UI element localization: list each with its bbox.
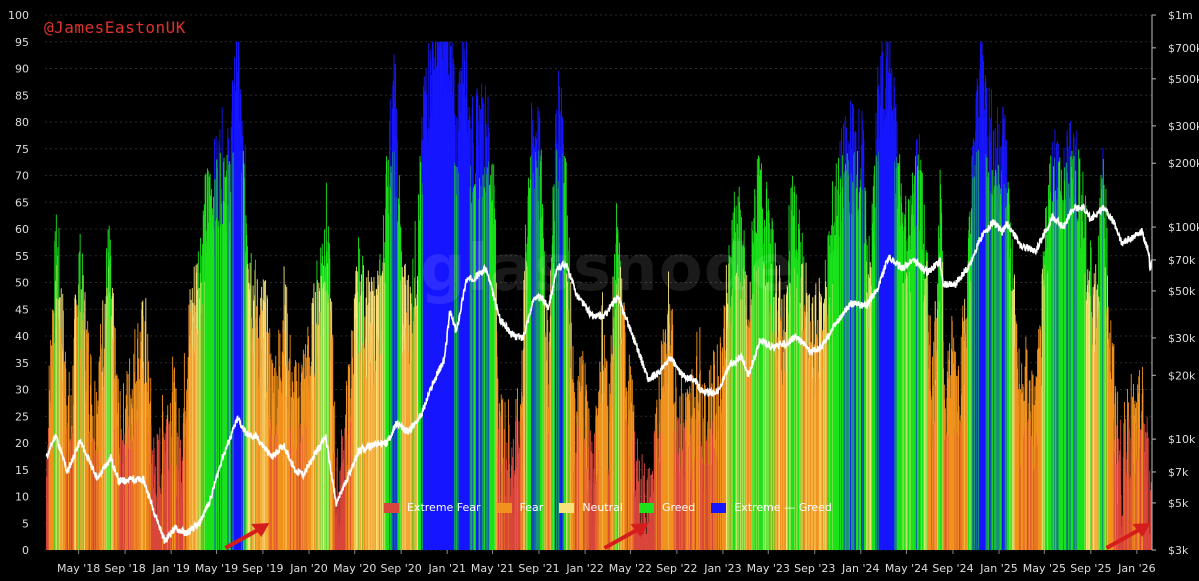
x-tick-label: Sep '25: [1070, 562, 1111, 575]
arrow-head: [1132, 523, 1151, 537]
y-right-tick-label: $1m: [1168, 9, 1193, 22]
y-right-tick-label: $3k: [1168, 544, 1189, 557]
x-tick-label: Sep '18: [104, 562, 145, 575]
price-line-group: [45, 203, 1153, 544]
arrow-shaft: [224, 526, 263, 550]
y-left-tick-label: 40: [15, 330, 29, 343]
arrow-shaft: [1105, 526, 1144, 550]
x-tick-label: May '25: [1023, 562, 1066, 575]
y-left-tick-label: 75: [15, 143, 29, 156]
y-left-tick-label: 25: [15, 410, 29, 423]
fear-greed-bars: [46, 41, 1153, 550]
y-right-tick-label: $20k: [1168, 369, 1196, 382]
x-tick-label: May '24: [885, 562, 928, 575]
x-tick-label: May '22: [609, 562, 652, 575]
x-tick-label: Jan '26: [1117, 562, 1155, 575]
y-left-tick-label: 60: [15, 223, 29, 236]
y-left-tick-label: 80: [15, 116, 29, 129]
legend-label-fear: Fear: [519, 501, 544, 514]
y-left-tick-label: 15: [15, 464, 29, 477]
x-tick-label: Jan '22: [565, 562, 603, 575]
x-tick-label: Jan '19: [151, 562, 189, 575]
y-right-tick-label: $5k: [1168, 497, 1189, 510]
y-right-tick-label: $50k: [1168, 285, 1196, 298]
legend-item-extreme-fear[interactable]: Extreme Fear: [384, 501, 481, 514]
y-right-tick-label: $30k: [1168, 332, 1196, 345]
y-right-tick-label: $200k: [1168, 157, 1199, 170]
annotation-arrows: [224, 523, 1151, 550]
chart-legend: Extreme Fear Fear Neutral Greed Extreme …: [384, 501, 848, 514]
x-tick-label: Sep '19: [242, 562, 283, 575]
arrow-head: [251, 523, 270, 537]
glassnode-watermark: glassnode: [420, 232, 795, 306]
x-tick-label: Jan '23: [703, 562, 741, 575]
legend-item-greed[interactable]: Greed: [638, 501, 696, 514]
price-line: [45, 203, 1153, 544]
y-right-tick-label: $10k: [1168, 433, 1196, 446]
y-left-tick-label: 55: [15, 250, 29, 263]
legend-item-fear[interactable]: Fear: [496, 501, 544, 514]
y-right-tick-label: $700k: [1168, 42, 1199, 55]
arrow-head: [630, 523, 649, 537]
x-tick-label: May '23: [747, 562, 790, 575]
x-tick-label: Sep '23: [794, 562, 835, 575]
x-tick-label: Jan '24: [841, 562, 879, 575]
legend-label-neutral: Neutral: [582, 501, 623, 514]
legend-swatch-extreme-greed: [711, 502, 727, 513]
y-left-tick-label: 20: [15, 437, 29, 450]
y-left-tick-label: 35: [15, 357, 29, 370]
x-tick-label: May '18: [57, 562, 100, 575]
y-left-tick-label: 65: [15, 196, 29, 209]
x-tick-label: Sep '22: [656, 562, 697, 575]
x-tick-label: Jan '20: [289, 562, 327, 575]
x-tick-label: Sep '20: [381, 562, 422, 575]
legend-swatch-greed: [638, 502, 654, 513]
legend-swatch-fear: [496, 502, 512, 513]
x-tick-label: Jan '21: [427, 562, 465, 575]
author-handle: @JamesEastonUK: [44, 18, 186, 37]
legend-label-extreme-fear: Extreme Fear: [407, 501, 481, 514]
y-right-tick-label: $70k: [1168, 254, 1196, 267]
y-left-tick-label: 70: [15, 170, 29, 183]
y-left-tick-label: 0: [22, 544, 29, 557]
arrow-shaft: [603, 526, 642, 550]
y-left-tick-label: 95: [15, 36, 29, 49]
y-left-tick-label: 85: [15, 89, 29, 102]
legend-item-neutral[interactable]: Neutral: [559, 501, 623, 514]
legend-swatch-neutral: [559, 502, 575, 513]
y-left-tick-label: 30: [15, 384, 29, 397]
y-left-tick-label: 10: [15, 491, 29, 504]
y-right-tick-label: $100k: [1168, 221, 1199, 234]
chart-axes: 0 5 10 15 20 25 30 35 40 45 50 55 60 65 70 75 80 85 90 95 10…: [8, 9, 1199, 575]
x-tick-label: Jan '25: [979, 562, 1017, 575]
y-left-tick-label: 50: [15, 277, 29, 290]
y-right-tick-label: $300k: [1168, 120, 1199, 133]
x-tick-label: Sep '24: [932, 562, 973, 575]
y-left-tick-label: 100: [8, 9, 29, 22]
y-right-tick-label: $7k: [1168, 466, 1189, 479]
y-left-tick-label: 45: [15, 303, 29, 316]
x-tick-label: May '19: [195, 562, 238, 575]
x-tick-label: May '20: [333, 562, 376, 575]
legend-item-extreme-greed[interactable]: Extreme — Greed: [711, 501, 832, 514]
legend-swatch-extreme-fear: [384, 502, 399, 513]
y-left-tick-label: 90: [15, 63, 29, 76]
x-tick-label: May '21: [471, 562, 514, 575]
legend-label-extreme-greed: Extreme — Greed: [734, 501, 832, 514]
legend-label-greed: Greed: [661, 501, 696, 514]
x-tick-label: Sep '21: [518, 562, 559, 575]
y-right-tick-label: $500k: [1168, 73, 1199, 86]
y-left-tick-label: 5: [22, 517, 29, 530]
